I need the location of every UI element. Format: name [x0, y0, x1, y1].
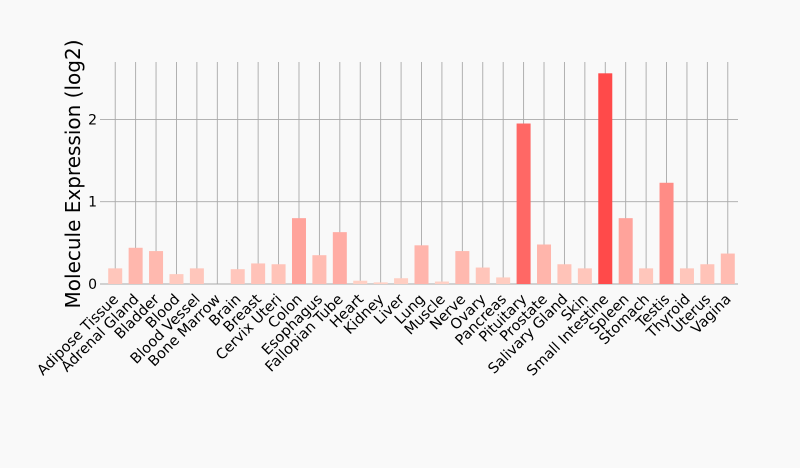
bar-colon — [291, 218, 306, 284]
bar-cervix-uteri — [271, 264, 286, 284]
y-tick-layer: 0 1 2 — [88, 112, 97, 293]
bar-prostate — [537, 244, 552, 284]
bar-bladder — [149, 251, 164, 284]
bar-ovary — [475, 267, 490, 284]
bar-testis — [659, 182, 674, 284]
bar-blood-vessel — [189, 268, 204, 284]
bar-liver — [394, 278, 409, 284]
bar-lung — [414, 245, 429, 284]
bar-breast — [251, 263, 266, 284]
bar-skin — [577, 268, 592, 284]
y-tick-label: 1 — [88, 195, 97, 211]
y-tick-label: 0 — [88, 277, 97, 293]
bar-stomach — [639, 268, 654, 284]
bar-salivary-gland — [557, 264, 572, 284]
bar-fallopian-tube — [332, 232, 347, 284]
bar-muscle — [434, 281, 449, 284]
bar-pancreas — [496, 277, 511, 284]
bar-heart — [353, 280, 368, 284]
bar-adipose-tissue — [108, 268, 123, 284]
bar-spleen — [618, 218, 633, 284]
bar-esophagus — [312, 255, 327, 284]
bar-pituitary — [516, 123, 531, 284]
bar-uterus — [700, 264, 715, 284]
bar-thyroid — [679, 268, 694, 284]
bar-brain — [230, 269, 245, 284]
bar-small-intestine — [598, 73, 613, 284]
bar-nerve — [455, 251, 470, 284]
bar-layer — [108, 73, 735, 284]
bar-kidney — [373, 282, 388, 284]
bar-adrenal-gland — [128, 247, 143, 284]
bar-blood — [169, 274, 184, 284]
y-tick-label: 2 — [88, 112, 97, 128]
y-axis-title: Molecule Expression (log2) — [61, 40, 85, 309]
bar-vagina — [720, 253, 735, 284]
